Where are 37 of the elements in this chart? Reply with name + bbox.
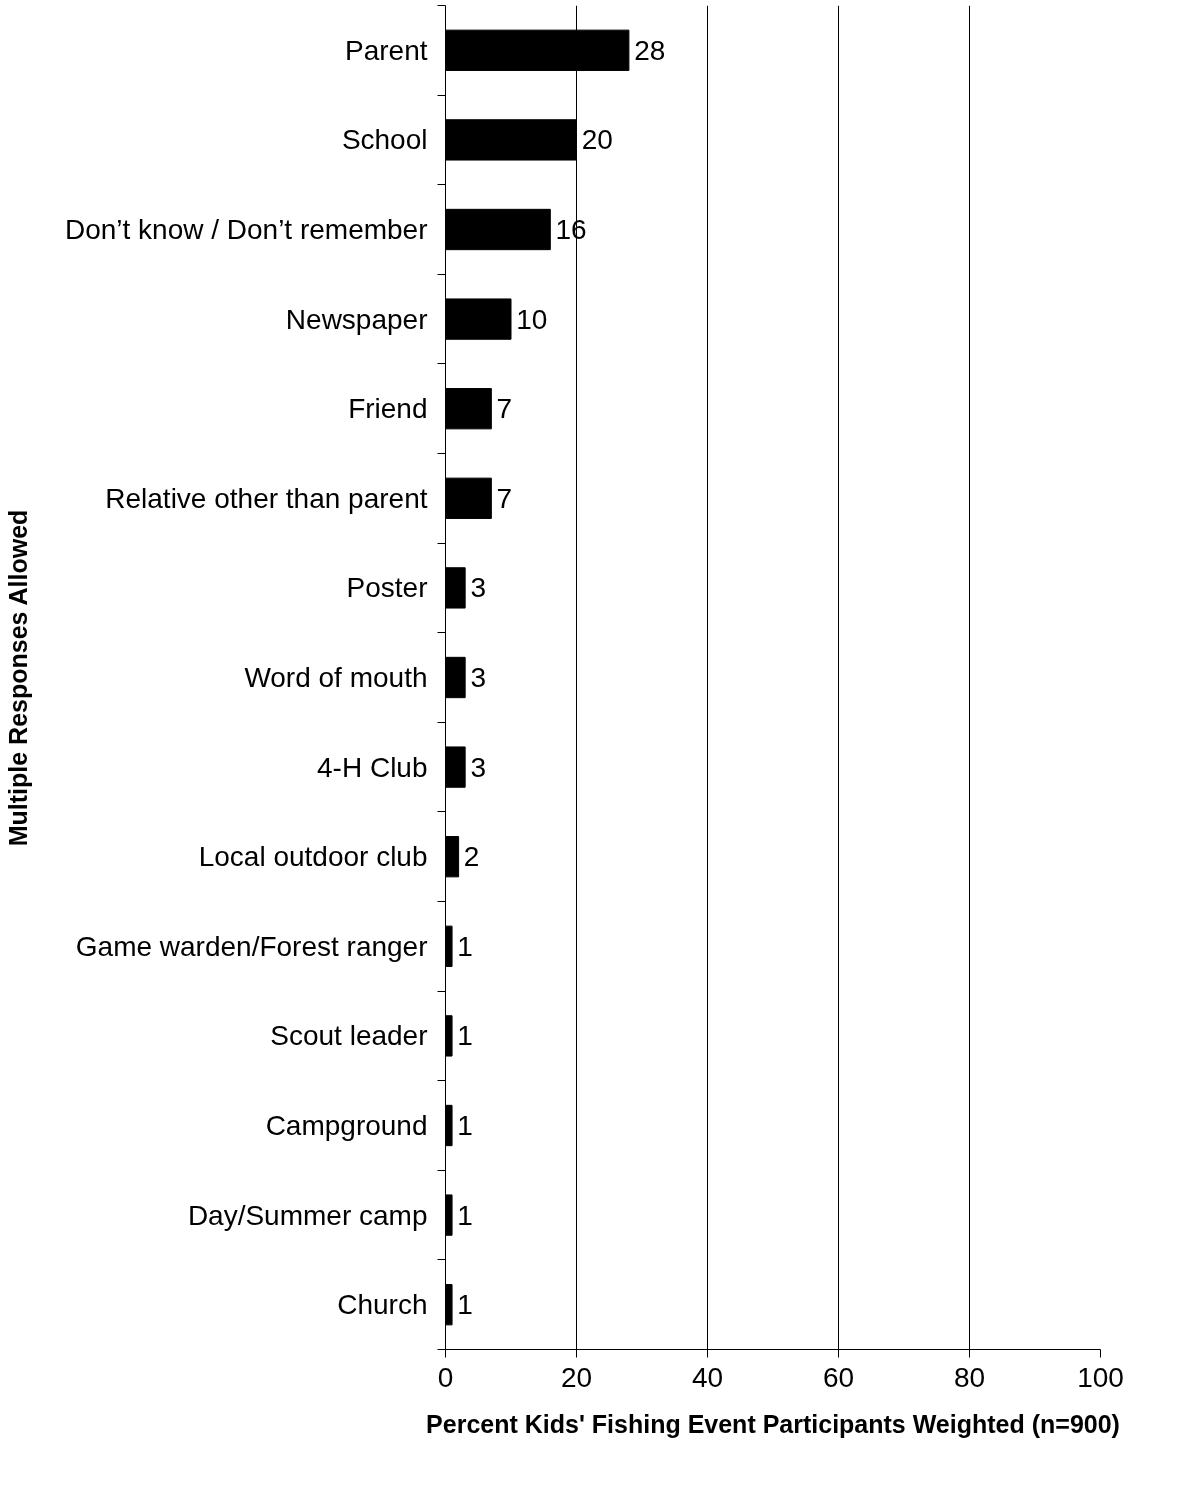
x-axis-title: Percent Kids' Fishing Event Participants Weighted (n=900)	[426, 1409, 1120, 1438]
x-tick-label: 80	[953, 1361, 986, 1393]
y-tick-label: Friend	[348, 393, 428, 425]
data-label: 1	[457, 1289, 473, 1321]
x-tick-label: 40	[691, 1361, 724, 1393]
y-tick-label: Local outdoor club	[198, 841, 428, 873]
y-tick-label: Game warden/Forest ranger	[75, 930, 428, 962]
y-tick-label: 4-H Club	[317, 751, 428, 783]
x-tick-label: 100	[1077, 1361, 1124, 1393]
data-label: 1	[457, 1110, 473, 1141]
data-label: 3	[470, 662, 486, 693]
data-label: 7	[496, 482, 513, 514]
data-label: 1	[457, 1020, 473, 1052]
data-label: 1	[457, 930, 473, 962]
x-tick-label: 20	[560, 1361, 593, 1393]
data-label: 20	[581, 124, 613, 156]
y-tick-label: Poster	[346, 572, 428, 604]
y-tick-label: School	[341, 124, 428, 156]
y-tick-label: Campground	[265, 1110, 428, 1141]
data-label: 28	[634, 34, 666, 66]
y-tick-label: Church	[337, 1289, 428, 1321]
y-tick-label: Word of mouth	[244, 662, 428, 693]
x-tick-label: 60	[822, 1361, 855, 1393]
y-tick-label: Newspaper	[285, 303, 428, 335]
data-label: 2	[463, 841, 480, 873]
data-label: 3	[470, 572, 486, 604]
y-tick-label: Don’t know / Don’t remember	[64, 214, 428, 245]
y-tick-label: Scout leader	[270, 1020, 428, 1052]
y-tick-label: Day/Summer camp	[187, 1199, 428, 1231]
x-tick-label: 0	[437, 1361, 454, 1393]
data-label: 7	[496, 393, 513, 425]
y-axis-title: Multiple Responses Allowed	[3, 509, 32, 847]
y-tick-label: Parent	[345, 34, 428, 66]
data-label: 3	[470, 751, 486, 783]
y-tick-label: Relative other than parent	[105, 482, 428, 514]
data-label: 1	[457, 1199, 473, 1231]
data-label: 10	[516, 303, 548, 335]
